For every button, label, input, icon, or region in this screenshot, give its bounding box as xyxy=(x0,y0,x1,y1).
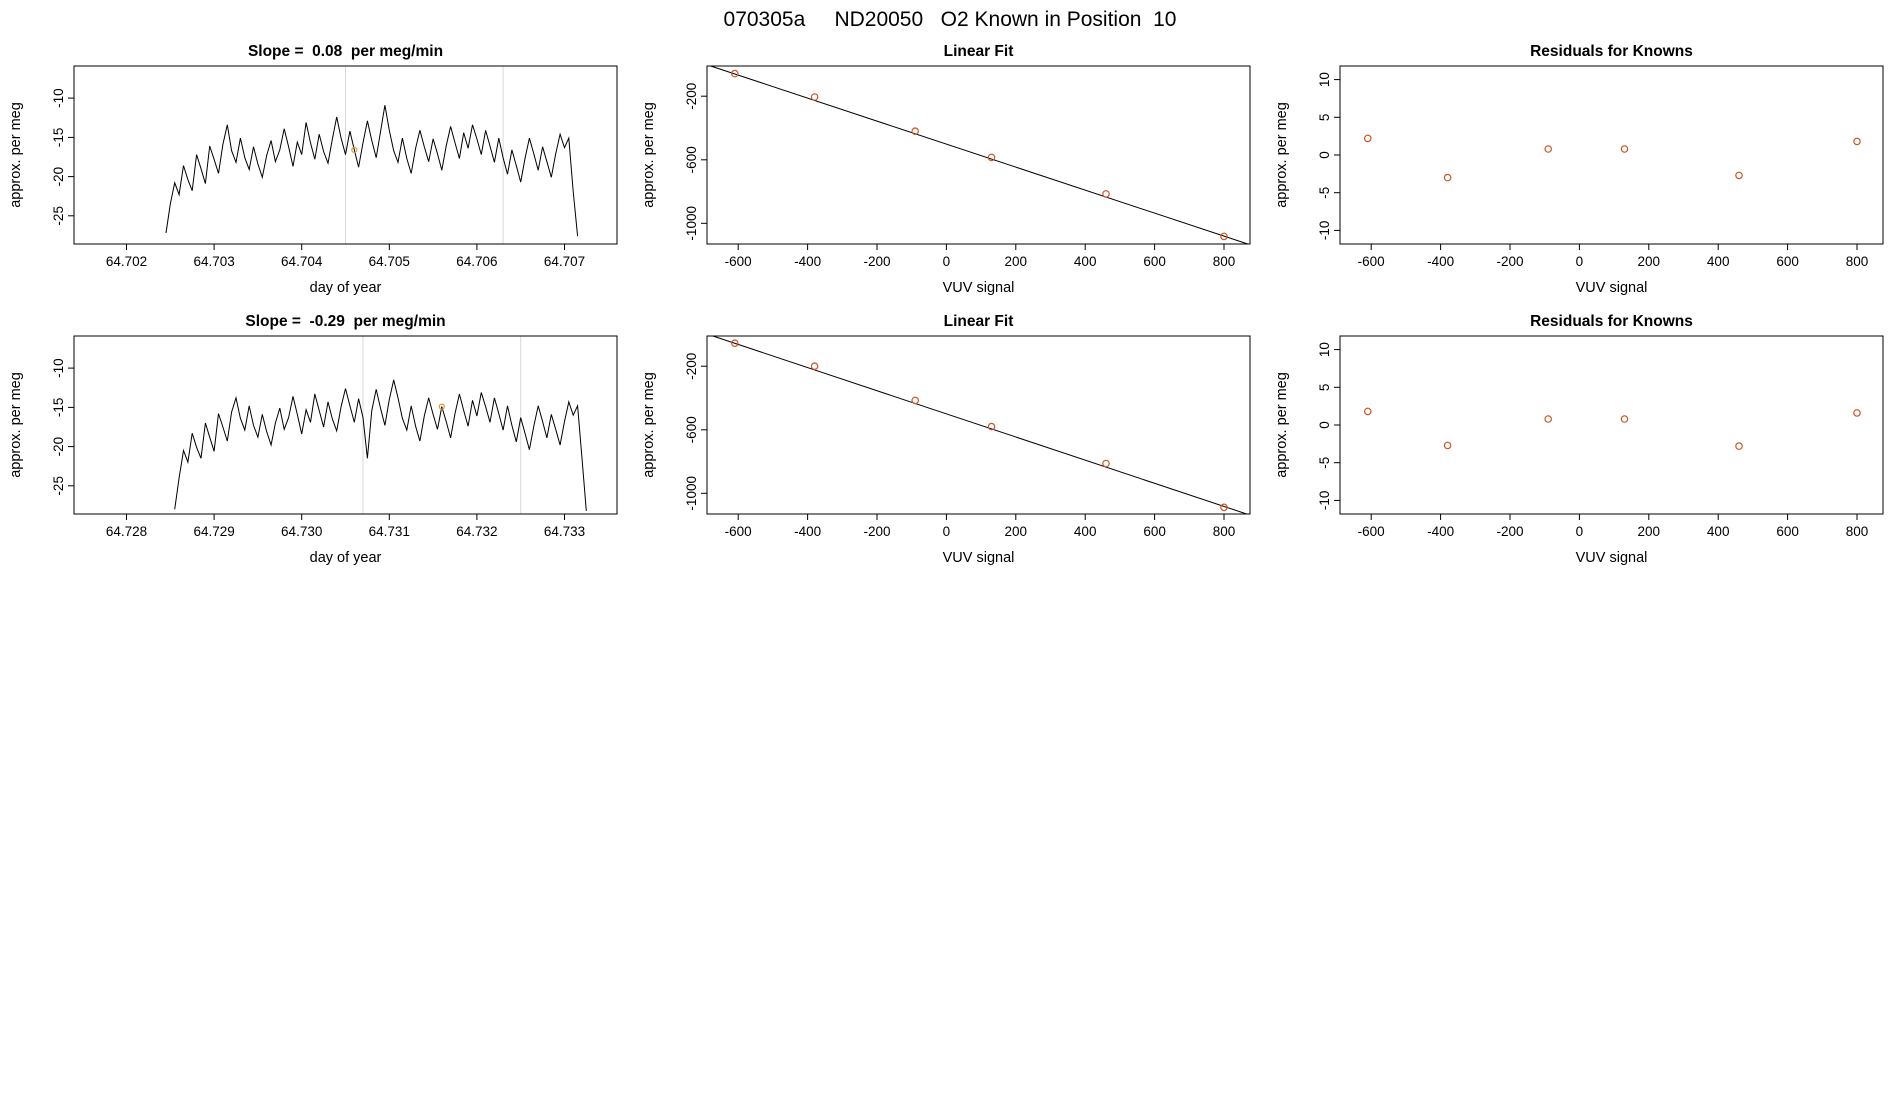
svg-text:-200: -200 xyxy=(1496,524,1523,539)
svg-text:600: 600 xyxy=(1143,524,1166,539)
svg-text:-25: -25 xyxy=(51,476,66,496)
svg-text:0: 0 xyxy=(943,524,951,539)
figure-title: 070305a ND20050 O2 Known in Position 10 xyxy=(723,8,1177,31)
svg-text:0: 0 xyxy=(1576,524,1584,539)
svg-text:200: 200 xyxy=(1005,524,1028,539)
svg-text:-600: -600 xyxy=(1358,254,1385,269)
svg-text:-200: -200 xyxy=(1496,254,1523,269)
svg-text:-400: -400 xyxy=(1427,254,1454,269)
svg-text:-10: -10 xyxy=(1317,491,1332,511)
svg-text:64.728: 64.728 xyxy=(106,524,147,539)
svg-text:-1000: -1000 xyxy=(684,206,699,241)
svg-text:200: 200 xyxy=(1638,254,1661,269)
svg-text:-200: -200 xyxy=(684,353,699,380)
svg-text:400: 400 xyxy=(1074,254,1097,269)
svg-text:400: 400 xyxy=(1074,524,1097,539)
svg-text:-600: -600 xyxy=(684,146,699,173)
svg-text:5: 5 xyxy=(1317,114,1332,122)
svg-text:-10: -10 xyxy=(51,358,66,378)
svg-text:-200: -200 xyxy=(684,83,699,110)
svg-text:0: 0 xyxy=(943,254,951,269)
svg-text:200: 200 xyxy=(1638,524,1661,539)
chart-timeseries-run1: 64.702 64.703 64.704 64.705 64.706 64.707 -25 -… xyxy=(8,43,618,296)
svg-text:64.705: 64.705 xyxy=(369,254,410,269)
chart-linear-fit-run2: -600 -400 -200 0 200 400 600 800 -1000 -600 -200 Li… xyxy=(641,313,1251,566)
svg-text:VUV signal: VUV signal xyxy=(1576,550,1648,566)
svg-text:64.730: 64.730 xyxy=(281,524,322,539)
svg-text:64.732: 64.732 xyxy=(456,524,497,539)
svg-text:approx. per meg: approx. per meg xyxy=(8,102,24,208)
svg-text:-200: -200 xyxy=(863,254,890,269)
svg-text:-15: -15 xyxy=(51,398,66,418)
svg-text:day of year: day of year xyxy=(310,280,382,296)
svg-text:-25: -25 xyxy=(51,206,66,226)
svg-text:64.704: 64.704 xyxy=(281,254,323,269)
svg-text:-20: -20 xyxy=(51,437,66,457)
chart-row-1: 64.702 64.703 64.704 64.705 64.706 64.707 -25 -… xyxy=(0,36,1899,306)
svg-text:Residuals for Knowns: Residuals for Knowns xyxy=(1530,313,1693,330)
svg-text:Linear Fit: Linear Fit xyxy=(944,313,1014,330)
svg-text:400: 400 xyxy=(1707,254,1730,269)
svg-text:Slope = -0.29 per meg/min: Slope = -0.29 per meg/min xyxy=(245,313,445,330)
svg-text:64.702: 64.702 xyxy=(106,254,147,269)
svg-text:VUV signal: VUV signal xyxy=(943,280,1015,296)
svg-text:800: 800 xyxy=(1213,524,1236,539)
svg-text:-400: -400 xyxy=(794,524,821,539)
svg-text:400: 400 xyxy=(1707,524,1730,539)
svg-text:Linear Fit: Linear Fit xyxy=(944,43,1014,60)
svg-text:Residuals for Knowns: Residuals for Knowns xyxy=(1530,43,1693,60)
svg-text:-400: -400 xyxy=(1427,524,1454,539)
svg-text:approx. per meg: approx. per meg xyxy=(1274,372,1290,478)
svg-text:approx. per meg: approx. per meg xyxy=(641,102,657,208)
svg-text:800: 800 xyxy=(1846,254,1869,269)
svg-text:0: 0 xyxy=(1317,421,1332,429)
svg-text:64.706: 64.706 xyxy=(456,254,497,269)
svg-text:600: 600 xyxy=(1776,254,1799,269)
svg-text:0: 0 xyxy=(1576,254,1584,269)
svg-text:800: 800 xyxy=(1213,254,1236,269)
svg-text:600: 600 xyxy=(1776,524,1799,539)
svg-text:5: 5 xyxy=(1317,384,1332,392)
svg-text:64.733: 64.733 xyxy=(544,524,585,539)
svg-text:-20: -20 xyxy=(51,167,66,187)
svg-text:day of year: day of year xyxy=(310,550,382,566)
svg-text:64.703: 64.703 xyxy=(193,254,234,269)
svg-text:600: 600 xyxy=(1143,254,1166,269)
svg-text:10: 10 xyxy=(1317,72,1332,87)
svg-text:800: 800 xyxy=(1846,524,1869,539)
svg-text:-5: -5 xyxy=(1317,457,1332,469)
svg-text:Slope = 0.08 per meg/min: Slope = 0.08 per meg/min xyxy=(248,43,443,60)
svg-text:-600: -600 xyxy=(725,254,752,269)
svg-text:200: 200 xyxy=(1005,254,1028,269)
svg-text:-15: -15 xyxy=(51,128,66,148)
svg-text:-600: -600 xyxy=(684,416,699,443)
svg-text:-10: -10 xyxy=(51,88,66,108)
svg-text:-1000: -1000 xyxy=(684,476,699,511)
svg-text:-5: -5 xyxy=(1317,187,1332,199)
svg-text:-600: -600 xyxy=(725,524,752,539)
svg-text:-200: -200 xyxy=(863,524,890,539)
chart-linear-fit-run1: -600 -400 -200 0 200 400 600 800 -1000 -600 -200 Li… xyxy=(641,43,1251,296)
svg-text:64.729: 64.729 xyxy=(193,524,234,539)
svg-text:10: 10 xyxy=(1317,342,1332,357)
svg-text:approx. per meg: approx. per meg xyxy=(1274,102,1290,208)
svg-text:VUV signal: VUV signal xyxy=(1576,280,1648,296)
svg-text:64.707: 64.707 xyxy=(544,254,585,269)
svg-text:approx. per meg: approx. per meg xyxy=(641,372,657,478)
svg-text:VUV signal: VUV signal xyxy=(943,550,1015,566)
svg-text:approx. per meg: approx. per meg xyxy=(8,372,24,478)
svg-text:64.731: 64.731 xyxy=(369,524,410,539)
svg-text:0: 0 xyxy=(1317,151,1332,159)
svg-text:-600: -600 xyxy=(1358,524,1385,539)
svg-text:-400: -400 xyxy=(794,254,821,269)
chart-residuals-run2: -600 -400 -200 0 200 400 600 800 -10 -5 0 5 10 Residu… xyxy=(1274,313,1884,566)
chart-residuals-run1: -600 -400 -200 0 200 400 600 800 -10 -5 0 5 10 Residu… xyxy=(1274,43,1884,296)
svg-text:-10: -10 xyxy=(1317,221,1332,241)
chart-timeseries-run2: 64.728 64.729 64.730 64.731 64.732 64.733 -25 -… xyxy=(8,313,618,566)
chart-row-2: 64.728 64.729 64.730 64.731 64.732 64.733 -25 -… xyxy=(0,306,1899,576)
